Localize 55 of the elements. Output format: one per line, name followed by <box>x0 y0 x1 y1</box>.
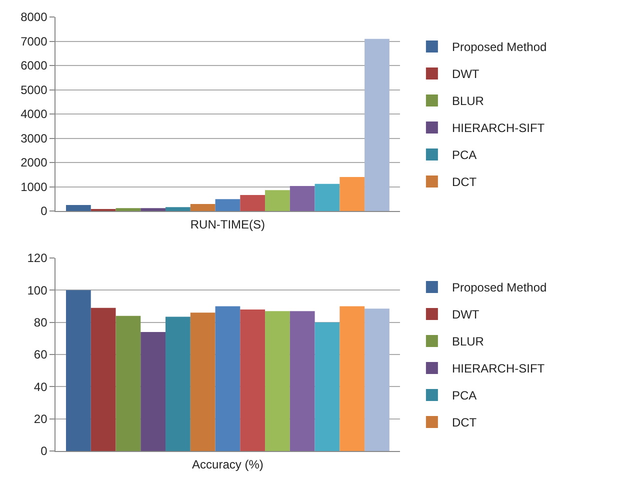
bar <box>90 308 116 451</box>
bar <box>166 207 190 211</box>
legend-label: DWT <box>452 308 480 322</box>
bar <box>265 190 290 211</box>
bar <box>190 204 216 211</box>
y-tick-label: 8000 <box>20 10 48 24</box>
bar <box>140 332 166 451</box>
legend-label: HIERARCH-SIFT <box>452 362 546 376</box>
bar <box>215 199 240 211</box>
bar <box>116 208 141 211</box>
y-tick-label: 0 <box>40 444 48 458</box>
legend-label: DWT <box>452 67 480 82</box>
bar <box>364 308 390 451</box>
bar <box>215 306 240 451</box>
bar <box>166 316 190 451</box>
bar <box>364 38 390 211</box>
bar <box>190 312 216 451</box>
bar <box>314 322 340 451</box>
bar <box>116 316 141 451</box>
legend-label: DCT <box>452 175 478 190</box>
bar <box>140 208 166 211</box>
bar <box>265 311 290 451</box>
bar <box>66 204 91 211</box>
y-tick-label: 6000 <box>20 58 48 73</box>
y-tick-label: 100 <box>27 283 48 298</box>
y-tick-label: 1000 <box>20 180 48 194</box>
y-tick-label: 40 <box>34 380 48 394</box>
bar <box>240 309 266 451</box>
bar <box>240 195 266 211</box>
y-tick-label: 2000 <box>20 156 48 170</box>
x-axis-title: RUN-TIME(S) <box>190 217 266 232</box>
legend-label: PCA <box>452 388 477 403</box>
y-tick-label: 20 <box>34 412 48 426</box>
bar <box>66 290 91 451</box>
legend-label: DCT <box>452 416 478 430</box>
bar <box>314 184 340 211</box>
y-tick-label: 60 <box>34 348 48 362</box>
y-tick-label: 120 <box>27 251 48 266</box>
y-tick-label: 80 <box>34 316 48 330</box>
y-tick-label: 7000 <box>20 34 48 48</box>
bar <box>340 177 365 211</box>
bar <box>290 186 315 211</box>
legend-label: PCA <box>452 148 477 162</box>
legend-label: Proposed Method <box>452 40 547 54</box>
y-tick-label: 0 <box>40 204 48 218</box>
legend-label: BLUR <box>452 94 484 108</box>
legend-label: BLUR <box>452 334 484 349</box>
y-tick-label: 3000 <box>20 131 48 146</box>
y-tick-label: 5000 <box>20 82 48 97</box>
legend-label: Proposed Method <box>452 280 547 295</box>
bar <box>290 311 315 451</box>
bar <box>340 306 365 451</box>
x-axis-title: Accuracy (%) <box>192 457 264 472</box>
legend-label: HIERARCH-SIFT <box>452 121 546 136</box>
y-tick-label: 4000 <box>20 107 48 122</box>
